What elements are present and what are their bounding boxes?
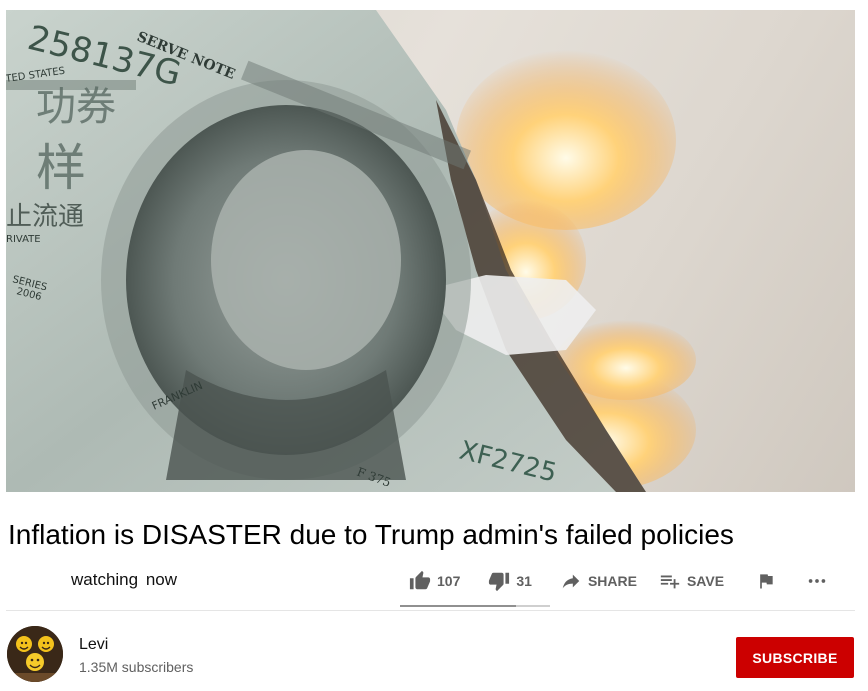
live-viewer-status: watching now xyxy=(71,570,178,589)
dislike-count: 31 xyxy=(516,573,532,589)
report-button[interactable] xyxy=(756,571,776,591)
thumbs-up-icon xyxy=(409,570,431,590)
playlist-add-icon xyxy=(660,575,680,589)
like-ratio-fill xyxy=(400,605,517,607)
svg-text:样: 样 xyxy=(36,139,86,197)
share-button[interactable]: SHARE xyxy=(560,570,637,592)
save-label: SAVE xyxy=(686,573,725,589)
more-horizontal-icon xyxy=(808,579,826,583)
more-actions-button[interactable] xyxy=(806,570,828,592)
like-dislike-sentiment-bar xyxy=(400,605,550,607)
channel-avatar[interactable] xyxy=(7,626,63,682)
video-title: Inflation is DISASTER due to Trump admin… xyxy=(8,519,734,550)
flag-icon xyxy=(760,574,773,589)
thumbs-down-icon xyxy=(489,572,510,592)
subscribe-button[interactable]: SUBSCRIBE xyxy=(736,637,854,678)
save-button[interactable]: SAVE xyxy=(659,570,724,592)
like-count: 107 xyxy=(437,573,461,589)
svg-text:功券: 功券 xyxy=(36,84,116,130)
channel-name[interactable]: Levi xyxy=(79,636,109,653)
like-button[interactable]: 107 xyxy=(409,570,460,592)
share-arrow-icon xyxy=(562,574,580,589)
dollar-bill-graphic: 258137G SERVE NOTE TED STATES 功券 样 止流通 R… xyxy=(6,10,646,492)
svg-text:止流通: 止流通 xyxy=(6,202,84,232)
svg-text:RIVATE: RIVATE xyxy=(6,234,41,245)
video-actions-bar: 107 31 SHARE SAVE xyxy=(405,570,828,592)
video-thumbnail: 258137G SERVE NOTE TED STATES 功券 样 止流通 R… xyxy=(6,10,696,492)
section-divider xyxy=(6,610,855,611)
share-label: SHARE xyxy=(587,573,637,589)
video-player[interactable]: 258137G SERVE NOTE TED STATES 功券 样 止流通 R… xyxy=(6,10,855,492)
dislike-button[interactable]: 31 xyxy=(488,570,532,592)
smiley-faces-icon xyxy=(7,626,63,682)
subscriber-count: 1.35M subscribers xyxy=(79,659,194,675)
